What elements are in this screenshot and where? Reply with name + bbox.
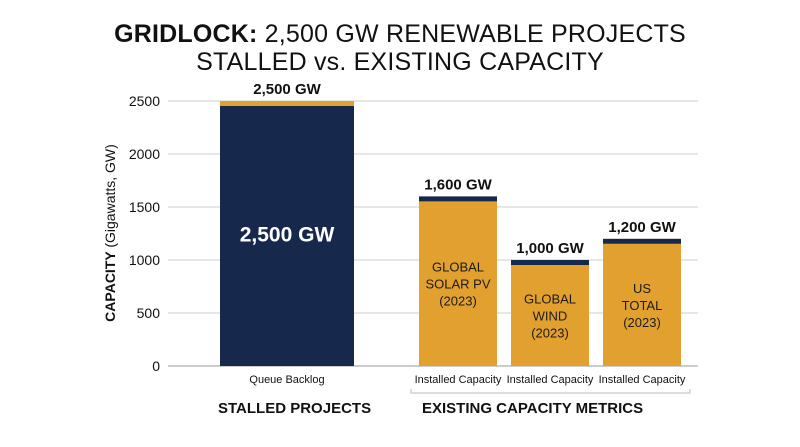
- bar-value-label: 1,000 GW: [516, 240, 584, 257]
- bar-inner-label: GLOBAL: [524, 292, 576, 307]
- bar-inner-label: TOTAL: [622, 298, 663, 313]
- chart-title-line-1: GRIDLOCK: 2,500 GW RENEWABLE PROJECTS: [0, 20, 800, 48]
- y-tick-label: 1000: [129, 252, 160, 268]
- y-axis-label-units: (Gigawatts, GW): [102, 144, 118, 247]
- bar-inner-label: (2023): [623, 315, 661, 330]
- chart-title-bold: GRIDLOCK:: [114, 20, 258, 48]
- bar: [220, 106, 354, 366]
- x-category-label: Installed Capacity: [507, 374, 594, 386]
- y-tick-label: 2500: [129, 93, 160, 109]
- y-tick-label: 500: [137, 305, 161, 321]
- bar: [603, 243, 681, 366]
- group-label-existing: EXISTING CAPACITY METRICS: [422, 400, 644, 417]
- bar-value-label: 1,600 GW: [424, 176, 492, 193]
- bar-inner-label: WIND: [533, 309, 568, 324]
- y-axis-label-bold: CAPACITY: [102, 248, 118, 322]
- y-tick-label: 1500: [129, 199, 160, 215]
- chart-title-rest: 2,500 GW RENEWABLE PROJECTS: [264, 20, 686, 48]
- x-category-label: Queue Backlog: [249, 374, 324, 386]
- bar-value-label: 2,500 GW: [253, 81, 321, 98]
- bar-inner-label: SOLAR PV: [425, 277, 490, 292]
- bar: [511, 265, 589, 366]
- bar-cap: [220, 101, 354, 106]
- bar-inner-label: US: [633, 281, 651, 296]
- x-category-label: Installed Capacity: [415, 374, 502, 386]
- bar-inner-label: GLOBAL: [432, 260, 484, 275]
- bar-inner-label: (2023): [531, 326, 569, 341]
- bar-inner-label: (2023): [439, 294, 477, 309]
- bar-value-label: 1,200 GW: [608, 219, 676, 236]
- bar-inner-label: 2,500 GW: [240, 224, 335, 247]
- group-label-stalled: STALLED PROJECTS: [218, 400, 372, 417]
- bar-cap: [603, 238, 681, 244]
- y-axis-label: CAPACITY (Gigawatts, GW): [102, 144, 118, 322]
- x-category-label: Installed Capacity: [599, 374, 686, 386]
- chart-title-line-2: STALLED vs. EXISTING CAPACITY: [196, 48, 604, 76]
- bar-cap: [419, 196, 497, 202]
- bar: [419, 201, 497, 366]
- y-tick-label: 0: [152, 358, 160, 374]
- y-tick-label: 2000: [129, 146, 160, 162]
- bar-cap: [511, 260, 589, 265]
- group-bracket: [410, 389, 691, 394]
